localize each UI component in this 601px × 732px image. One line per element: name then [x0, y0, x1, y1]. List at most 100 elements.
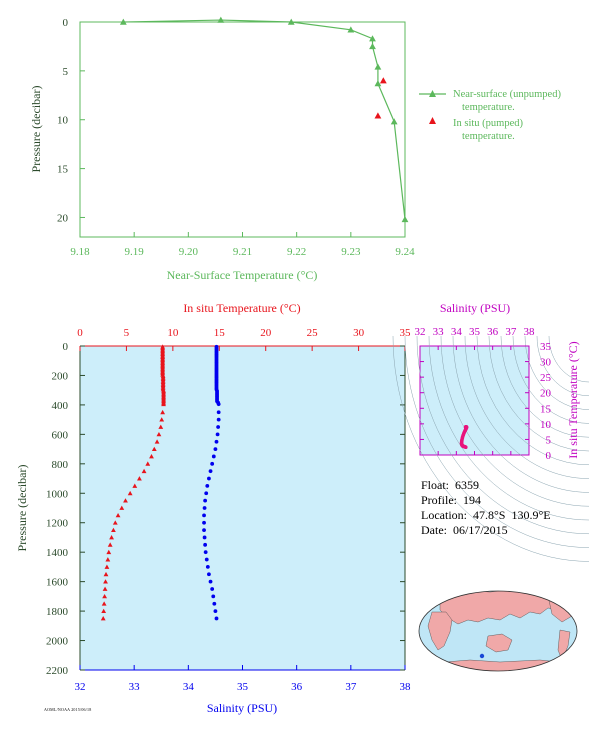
profile-salinity-point — [208, 579, 213, 584]
profile-series-layer — [100, 344, 221, 621]
profile-temperature-point — [102, 593, 108, 599]
ts-y-tick-label: 30 — [540, 357, 552, 369]
ts-density-contour — [500, 335, 590, 438]
ts-x-tick-label: 36 — [487, 326, 499, 338]
profile-salinity-point — [216, 410, 221, 415]
profile-temperature-point — [101, 601, 107, 606]
profile-temp-tick-label: 10 — [167, 327, 179, 339]
ts-x-tick-label: 38 — [524, 326, 536, 338]
profile-temperature-point — [119, 505, 125, 510]
ns-x-axis-label: Near-Surface Temperature (°C) — [167, 268, 318, 282]
ns-legend: Near-surface (unpumped) temperature. In … — [419, 89, 561, 142]
profile-axis-ticks: 0 5 10 15 20 25 30 35 32 33 34 35 36 37 38 0 200 400 600 80… — [46, 327, 411, 693]
profile-top-axis-label: In situ Temperature (°C) — [183, 301, 300, 315]
ts-density-contour — [512, 335, 590, 424]
ns-point-0 — [369, 35, 376, 42]
ts-x-tick-label: 33 — [433, 326, 445, 338]
ts-density-contour — [476, 335, 590, 466]
ns-x-tick-label: 9.19 — [125, 246, 145, 258]
profile-temperature-point — [103, 579, 108, 584]
profile-bottom-axis-label: Salinity (PSU) — [207, 701, 277, 715]
ts-density-contour — [536, 335, 590, 397]
ns-x-tick-label: 9.20 — [179, 246, 199, 258]
profile-salinity-point — [210, 587, 215, 591]
profile-salinity-point — [205, 565, 210, 569]
ts-density-contour — [548, 335, 590, 383]
ns-y-tick-label: 0 — [63, 17, 69, 29]
ts-density-contour — [428, 335, 590, 521]
profile-salinity-point — [205, 484, 210, 488]
profile-temperature-point — [141, 468, 147, 474]
ns-y-tick-label: 15 — [57, 164, 69, 176]
profile-temperature-point — [159, 417, 165, 422]
profile-salinity-point — [202, 513, 206, 518]
pressure-profile-chart: 0 5 10 15 20 25 30 35 32 33 34 35 36 37 38 0 200 400 600 80… — [15, 301, 411, 715]
profile-temperature-point — [109, 535, 114, 540]
profile-temperature-point — [115, 512, 121, 518]
map-border — [418, 590, 578, 672]
profile-salinity-point — [216, 402, 221, 407]
profile-pressure-tick-label: 2000 — [46, 636, 69, 648]
map-africa — [427, 611, 453, 651]
profile-y-axis-label: Pressure (decibar) — [15, 465, 29, 552]
profile-temperature-point — [111, 527, 116, 533]
profile-salinity-point — [204, 557, 209, 562]
ns-point-1 — [374, 112, 382, 119]
profile-temperature-point — [160, 409, 166, 415]
profile-sal-tick-label: 34 — [183, 681, 195, 693]
profile-pressure-tick-label: 2200 — [46, 665, 69, 677]
profile-pressure-tick-label: 0 — [63, 341, 69, 353]
profile-sal-tick-label: 32 — [75, 681, 86, 693]
ts-x-tick-label: 32 — [415, 326, 426, 338]
ts-density-contour — [404, 335, 590, 548]
profile-temperature-point — [112, 520, 118, 525]
profile-salinity-point — [207, 476, 211, 481]
ts-y-tick-label: 15 — [540, 403, 552, 415]
float-number: Float: 6359 — [421, 478, 480, 492]
map-australia — [485, 633, 513, 653]
profile-salinity-point — [214, 616, 219, 621]
profile-temperature-point — [145, 461, 151, 466]
profile-salinity-point — [207, 572, 211, 577]
profile-pressure-tick-label: 1600 — [46, 577, 69, 589]
ns-x-tick-label: 9.18 — [70, 246, 90, 258]
ts-plot-background — [419, 345, 530, 456]
profile-temp-tick-label: 35 — [400, 327, 412, 339]
near-surface-temperature-chart: 9.18 9.19 9.20 9.21 9.22 9.23 9.24 0 5 10 15 20 Nea… — [29, 16, 561, 282]
profile-salinity-point — [204, 491, 209, 496]
profile-temp-tick-label: 20 — [260, 327, 272, 339]
profile-salinity-point — [213, 609, 218, 613]
profile-temperature-point — [103, 571, 109, 577]
footer-code: AOML/NOAA 2015/06/18 — [44, 707, 92, 712]
profile-temperature-point — [106, 549, 112, 555]
profile-salinity-point — [212, 601, 217, 606]
float-info: Float: 6359 Profile: 194 Location: 47.8°… — [421, 478, 551, 538]
profile-salinity-point — [214, 439, 219, 444]
profile-temperature-point — [161, 401, 166, 407]
ts-density-contour — [464, 335, 590, 479]
ns-x-tick-label: 9.23 — [341, 246, 361, 258]
profile-pressure-tick-label: 1800 — [46, 606, 69, 618]
profile-pressure-tick-label: 1200 — [46, 518, 69, 530]
ts-x-tick-label: 35 — [469, 326, 481, 338]
ts-y-tick-label: 5 — [546, 434, 552, 446]
ns-point-0 — [217, 16, 225, 23]
ns-series-line-0 — [123, 19, 406, 220]
profile-temperature-point — [151, 446, 157, 452]
profile-salinity-point — [203, 498, 208, 503]
profile-temperature-point — [104, 564, 110, 569]
profile-salinity-point — [211, 594, 216, 599]
ts-diagram: 32 33 34 35 36 37 38 0 5 10 15 20 25 30 35 Salinity (P… — [392, 301, 590, 562]
profile-temp-tick-label: 15 — [214, 327, 226, 339]
float-location-marker — [479, 653, 485, 659]
ts-density-contour — [392, 335, 590, 562]
profile-temperature-point — [100, 616, 106, 621]
ns-point-0 — [287, 18, 295, 25]
profile-sal-tick-label: 36 — [291, 681, 303, 693]
ns-legend-marker-near-surface — [429, 90, 436, 97]
profile-temperature-point — [102, 586, 108, 591]
profile-temp-tick-label: 25 — [307, 327, 319, 339]
ns-axis-ticks: 9.18 9.19 9.20 9.21 9.22 9.23 9.24 0 5 10 15 20 — [57, 17, 415, 258]
float-location: Location: 47.8°S 130.9°E — [421, 508, 551, 522]
profile-salinity-point — [210, 461, 215, 466]
